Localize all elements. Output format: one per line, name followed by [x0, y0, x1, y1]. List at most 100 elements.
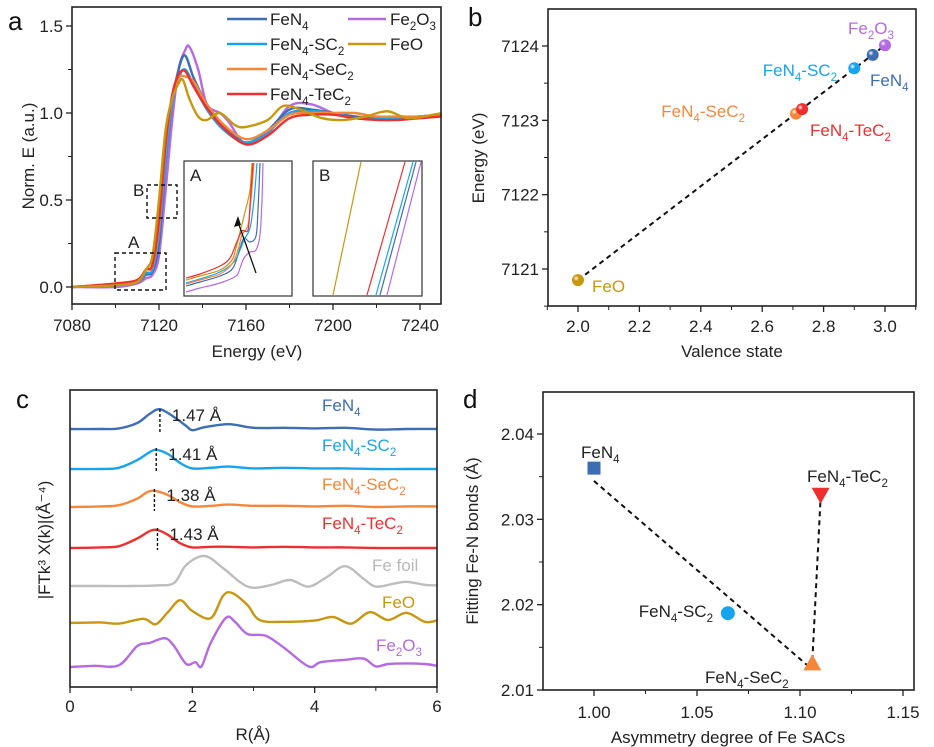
y-tick-label: 1.5: [39, 17, 63, 36]
peak-annotation: 1.41 Å: [168, 445, 218, 464]
subscript: 2: [396, 647, 402, 659]
x-tick-label: 7160: [227, 316, 265, 335]
label-text: -SeC: [744, 668, 783, 687]
label-text: FeN: [807, 467, 839, 486]
point-label-fe2o3: Fe2O3: [848, 19, 894, 42]
y-tick-label: 2.02: [501, 596, 534, 615]
subscript: 4: [354, 525, 361, 537]
panel-d: d 1.00 1.05 1.10 1.15 2.01 2.02 2.03 2.04 Asymmet…: [463, 384, 920, 747]
subscript: 2: [707, 613, 713, 625]
subscript: 2: [338, 46, 344, 58]
label-text: FeN: [581, 443, 613, 462]
subscript: 3: [416, 647, 422, 659]
label-text: O: [874, 19, 887, 38]
subscript: 4: [302, 71, 309, 83]
data-point-feo: [572, 274, 584, 287]
x-tick-label: 1.10: [783, 703, 816, 722]
inset-a-line-fen4: [185, 162, 261, 287]
label-text: FeN: [322, 475, 354, 494]
inset-a-label: A: [190, 166, 202, 185]
subscript: 2: [347, 71, 353, 83]
x-tick-label: 2: [188, 697, 197, 716]
x-tick-label: 0: [65, 697, 74, 716]
data-point-fen4-tec2: [796, 103, 809, 116]
panel-label-d: d: [463, 384, 477, 414]
data-point-fen4: [866, 48, 879, 61]
subscript: 2: [396, 525, 402, 537]
x-tick-label: 2.0: [566, 317, 590, 336]
label-text: -SC: [677, 602, 706, 621]
subscript: 2: [399, 486, 405, 498]
y-tick-label: 2.01: [501, 681, 534, 700]
fit-line: [811, 497, 822, 661]
label-text: FeN: [270, 35, 302, 54]
series-line-fe2o3: [69, 615, 438, 669]
x-tick-label: 1.05: [680, 703, 713, 722]
x-tick-label: 2.4: [689, 317, 713, 336]
label-text: FeN: [270, 85, 302, 104]
subscript: 4: [902, 82, 909, 94]
label-text: FeN: [322, 514, 354, 533]
plot-frame: [542, 391, 915, 691]
subscript: 4: [354, 407, 361, 419]
label-text: FeN: [639, 602, 671, 621]
label-text: -SC: [361, 436, 390, 455]
inset-b-line-feo: [332, 161, 362, 296]
y-tick-label: 7121: [501, 260, 539, 279]
data-point-fen4-sc2: [720, 606, 735, 621]
subscript: 3: [430, 21, 436, 33]
label-text: FeN: [270, 10, 302, 29]
label-text: FeN: [810, 121, 842, 140]
data-point-fen4-tec2: [811, 487, 830, 504]
x-tick-label: 3.0: [873, 317, 897, 336]
inset-a-line-fen4-sc2: [185, 162, 258, 284]
subscript: 2: [390, 447, 396, 459]
x-tick-label: 2.2: [628, 317, 652, 336]
subscript: 3: [888, 30, 894, 42]
label-text: -TeC: [849, 121, 885, 140]
x-tick-label: 4: [310, 697, 319, 716]
peak-annotation: 1.43 Å: [169, 525, 219, 544]
legend-label: FeN4: [270, 10, 309, 33]
x-axis-title: Valence state: [681, 342, 783, 361]
panel-b: b 2.0 2.2 2.4 2.6 2.8 3.0 7121 7122 7123 7124 Valen…: [468, 2, 917, 361]
x-tick-label: 2.8: [812, 317, 836, 336]
y-axis-title: |FTk³ X(k)|(Å⁻⁴): [35, 481, 54, 600]
series-line-fen4-tec2: [71, 69, 442, 289]
x-tick-label: 1.15: [886, 703, 919, 722]
panel-a: a 7080 7120 7160 7200 7240 0.0 0.5 1.0 1.5 Energy …: [8, 6, 442, 361]
label-text: O: [402, 636, 415, 655]
zoom-box-a-label: A: [128, 233, 140, 252]
inset-a: A: [183, 160, 293, 297]
point-label-fen4: FeN4: [870, 71, 909, 94]
label-text: FeO: [390, 35, 423, 54]
series-label-feo: FeO: [382, 593, 415, 612]
label-text: FeN: [322, 436, 354, 455]
series-label-fen4-tec2: FeN4-TeC2: [322, 514, 403, 537]
subscript: 4: [671, 613, 678, 625]
inset-b-line-fe2o3: [386, 161, 422, 296]
inset-a-line-fen4-tec2: [185, 162, 254, 279]
inset-b: B: [312, 160, 423, 297]
x-tick-label: 2.6: [750, 317, 774, 336]
series-line-fen4-sec2: [69, 489, 438, 509]
y-axis-title: Fitting Fe-N bonds (Å): [463, 457, 482, 624]
peak-annotation: 1.47 Å: [172, 406, 222, 425]
point-label-fen4-sc2: FeN4-SC2: [639, 602, 713, 625]
label-text: -TeC: [361, 514, 397, 533]
subscript: 4: [354, 447, 361, 459]
subscript: 2: [831, 72, 837, 84]
panel-label-a: a: [8, 6, 23, 36]
fit-line: [593, 480, 809, 667]
subscript: 2: [881, 478, 887, 490]
y-tick-label: 7123: [501, 111, 539, 130]
label-text: -TeC: [309, 85, 345, 104]
subscript: 2: [410, 21, 416, 33]
series-label-fen4-sc2: FeN4-SC2: [322, 436, 396, 459]
subscript: 4: [737, 679, 744, 691]
inset-a-line-fe2o3: [185, 162, 264, 293]
point-label-feo: FeO: [592, 277, 625, 296]
point-label-fen4: FeN4: [581, 443, 620, 466]
label-text: Fe foil: [372, 556, 418, 575]
